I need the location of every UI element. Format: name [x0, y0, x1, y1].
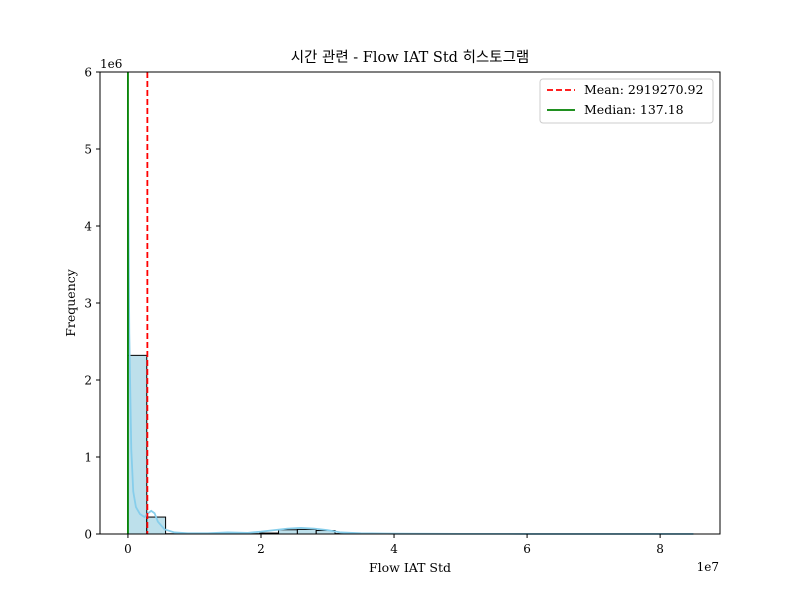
x-axis-ticks: 0 2 4 6 8	[124, 534, 664, 556]
y-tick-label: 0	[84, 528, 92, 542]
reference-lines	[127, 72, 149, 534]
x-axis-label: Flow IAT Std	[369, 560, 451, 575]
y-tick-label: 2	[84, 374, 92, 388]
x-tick-label: 2	[257, 542, 265, 556]
histogram-bar-8	[278, 529, 298, 535]
legend: Mean: 2919270.92 Median: 137.18	[539, 78, 714, 124]
y-tick-label: 3	[84, 297, 92, 311]
x-tick-label: 6	[523, 542, 531, 556]
legend-mean-label: Mean: 2919270.92	[584, 82, 703, 97]
chart-title: 시간 관련 - Flow IAT Std 히스토그램	[291, 49, 530, 66]
x-tick-label: 4	[390, 542, 398, 556]
histogram-bar-9	[296, 528, 317, 535]
x-tick-label: 8	[656, 542, 664, 556]
y-tick-label: 1	[84, 451, 92, 465]
y-tick-label: 6	[84, 66, 92, 80]
y-axis-ticks: 0 1 2 3 4 5 6	[84, 66, 100, 542]
legend-median-label: Median: 137.18	[584, 102, 684, 117]
y-tick-label: 5	[84, 143, 92, 157]
y-tick-label: 4	[84, 220, 92, 234]
x-scale-label: 1e7	[697, 560, 719, 574]
x-tick-label: 0	[124, 542, 132, 556]
y-scale-label: 1e6	[100, 57, 122, 71]
y-axis-label: Frequency	[63, 268, 78, 337]
legend-box	[539, 78, 714, 124]
